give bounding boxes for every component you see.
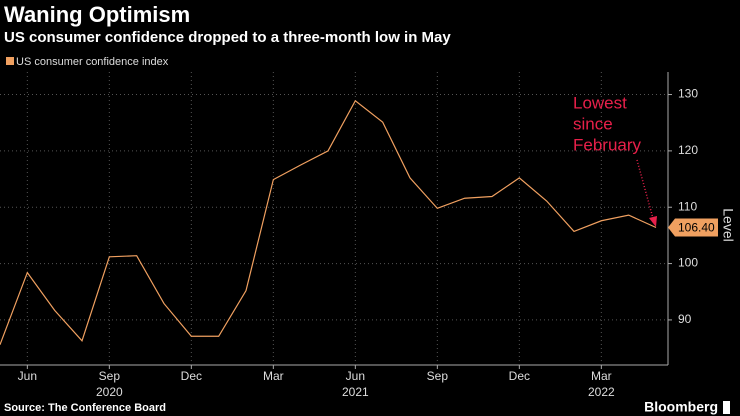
x-tick-label: Sep xyxy=(99,369,121,383)
value-label: 106.40 xyxy=(678,221,715,235)
legend-label: US consumer confidence index xyxy=(16,56,169,68)
annotation: February xyxy=(573,135,642,154)
y-tick-label: 120 xyxy=(678,143,698,157)
data-line xyxy=(0,99,657,345)
chart-title: Waning Optimism xyxy=(4,2,190,27)
chart-subtitle: US consumer confidence dropped to a thre… xyxy=(4,29,451,46)
x-tick-label: Mar xyxy=(591,369,612,383)
annotation: Lowest xyxy=(573,93,627,112)
x-tick-label: Sep xyxy=(427,369,449,383)
brand: Bloomberg xyxy=(644,399,718,415)
annotation-arrow xyxy=(636,159,655,223)
y-tick-label: 110 xyxy=(678,199,697,213)
legend-swatch xyxy=(6,57,14,65)
y-tick-label: 100 xyxy=(678,256,698,270)
x-year-label: 2022 xyxy=(588,385,615,399)
y-tick-label: 90 xyxy=(678,312,692,326)
x-tick-label: Jun xyxy=(18,369,37,383)
annotation: since xyxy=(573,114,613,133)
x-tick-label: Dec xyxy=(181,369,202,383)
x-tick-label: Jun xyxy=(346,369,365,383)
brand-mark xyxy=(723,401,730,414)
x-tick-label: Mar xyxy=(263,369,284,383)
annotation-arrowhead xyxy=(649,216,657,227)
value-label-box xyxy=(668,218,718,237)
x-tick-label: Dec xyxy=(509,369,530,383)
y-tick-label: 130 xyxy=(678,87,698,101)
x-year-label: 2020 xyxy=(96,385,123,399)
x-year-label: 2021 xyxy=(342,385,369,399)
source: Source: The Conference Board xyxy=(4,402,166,414)
y-axis-label: Level xyxy=(720,208,736,241)
